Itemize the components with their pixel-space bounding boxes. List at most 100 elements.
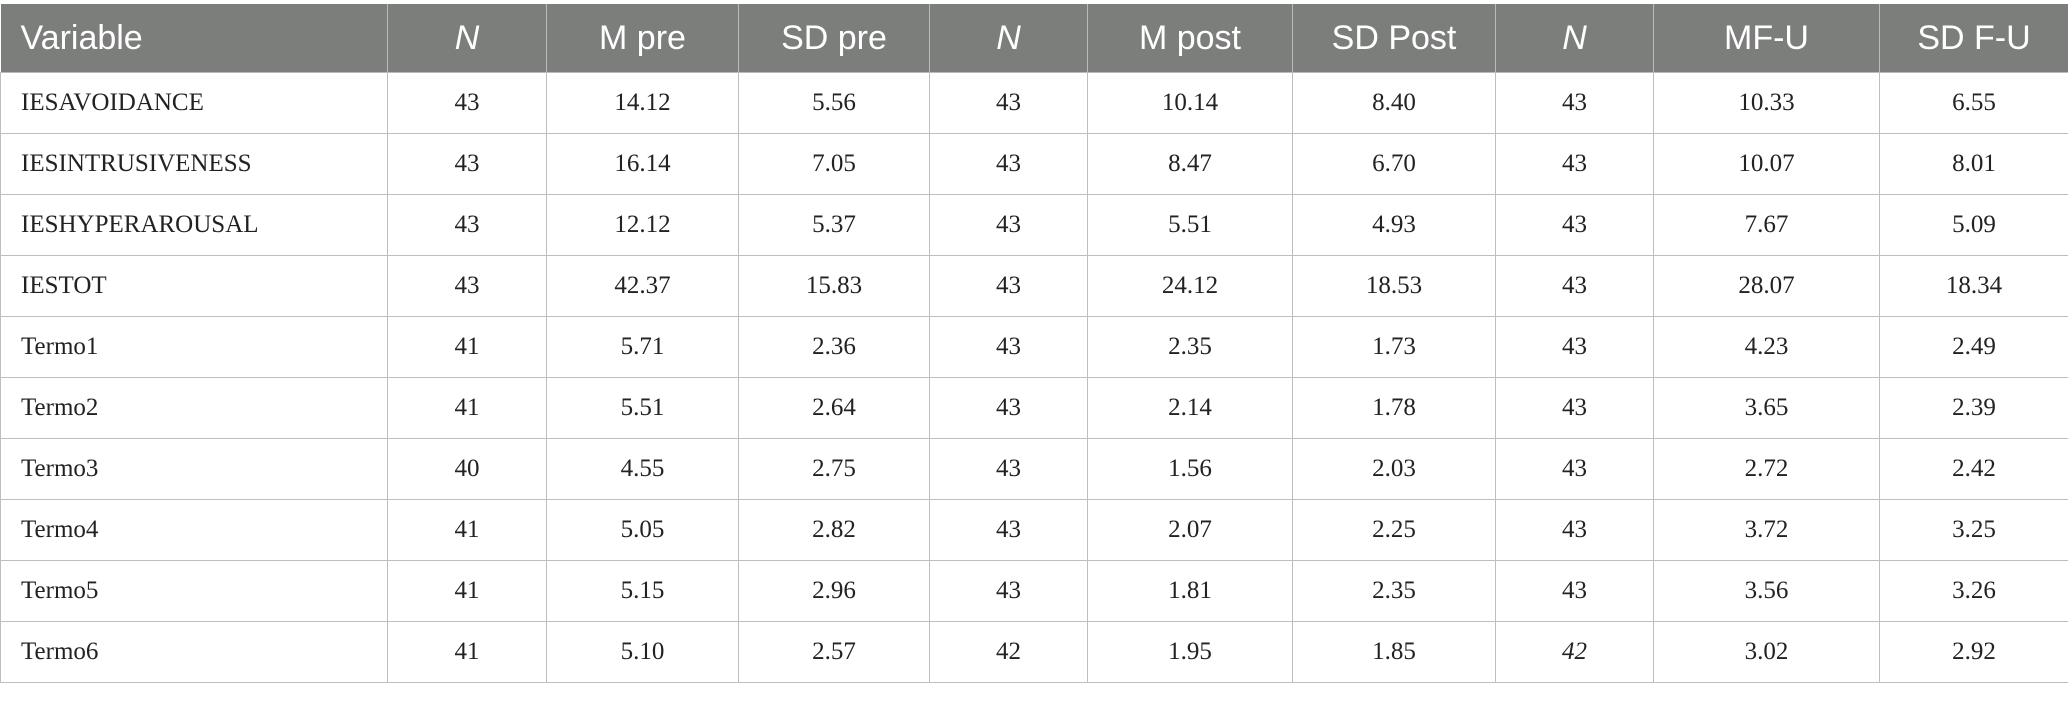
- header-row: Variable N M pre SD pre N M post SD Post…: [0, 4, 2068, 73]
- cell-n-pre: 43: [387, 72, 547, 134]
- cell-sd-pre: 15.83: [738, 255, 930, 317]
- cell-sd-fu: 2.42: [1879, 438, 2068, 500]
- cell-m-post: 2.07: [1087, 499, 1293, 561]
- cell-n-post: 43: [929, 255, 1088, 317]
- cell-m-post: 24.12: [1087, 255, 1293, 317]
- cell-sd-fu: 8.01: [1879, 133, 2068, 195]
- cell-m-post: 2.14: [1087, 377, 1293, 439]
- cell-sd-post: 8.40: [1292, 72, 1496, 134]
- cell-n-post: 43: [929, 377, 1088, 439]
- cell-sd-post: 6.70: [1292, 133, 1496, 195]
- header-n-fu: N: [1495, 4, 1654, 73]
- header-sd-pre: SD pre: [738, 4, 930, 73]
- table-row: IESINTRUSIVENESS 43 16.14 7.05 43 8.47 6…: [0, 133, 2068, 195]
- cell-variable: Termo5: [0, 560, 388, 622]
- cell-n-pre: 41: [387, 316, 547, 378]
- cell-sd-fu: 2.92: [1879, 621, 2068, 683]
- cell-m-pre: 5.05: [546, 499, 739, 561]
- cell-n-post: 42: [929, 621, 1088, 683]
- table-row: Termo5 41 5.15 2.96 43 1.81 2.35 43 3.56…: [0, 560, 2068, 622]
- cell-variable: Termo6: [0, 621, 388, 683]
- header-variable: Variable: [0, 4, 388, 73]
- table-row: Termo6 41 5.10 2.57 42 1.95 1.85 42 3.02…: [0, 621, 2068, 683]
- cell-mf-u: 10.33: [1653, 72, 1880, 134]
- cell-mf-u: 3.65: [1653, 377, 1880, 439]
- cell-n-pre: 41: [387, 377, 547, 439]
- header-n-pre: N: [387, 4, 547, 73]
- cell-m-pre: 5.51: [546, 377, 739, 439]
- table-row: Termo3 40 4.55 2.75 43 1.56 2.03 43 2.72…: [0, 438, 2068, 500]
- cell-mf-u: 10.07: [1653, 133, 1880, 195]
- table-row: IESAVOIDANCE 43 14.12 5.56 43 10.14 8.40…: [0, 72, 2068, 134]
- cell-m-pre: 5.71: [546, 316, 739, 378]
- cell-sd-post: 2.03: [1292, 438, 1496, 500]
- cell-mf-u: 4.23: [1653, 316, 1880, 378]
- cell-mf-u: 3.56: [1653, 560, 1880, 622]
- cell-n-pre: 41: [387, 621, 547, 683]
- cell-sd-pre: 5.37: [738, 194, 930, 256]
- cell-n-post: 43: [929, 72, 1088, 134]
- cell-m-pre: 4.55: [546, 438, 739, 500]
- cell-n-fu: 42: [1495, 621, 1654, 683]
- cell-n-post: 43: [929, 438, 1088, 500]
- cell-m-pre: 5.15: [546, 560, 739, 622]
- cell-n-fu: 43: [1495, 255, 1654, 317]
- cell-m-pre: 14.12: [546, 72, 739, 134]
- table-row: IESTOT 43 42.37 15.83 43 24.12 18.53 43 …: [0, 255, 2068, 317]
- cell-sd-pre: 2.75: [738, 438, 930, 500]
- cell-variable: IESAVOIDANCE: [0, 72, 388, 134]
- cell-n-pre: 40: [387, 438, 547, 500]
- cell-sd-post: 1.85: [1292, 621, 1496, 683]
- table-header: Variable N M pre SD pre N M post SD Post…: [0, 4, 2068, 73]
- cell-sd-post: 1.78: [1292, 377, 1496, 439]
- cell-m-post: 8.47: [1087, 133, 1293, 195]
- cell-sd-fu: 18.34: [1879, 255, 2068, 317]
- table-row: IESHYPERAROUSAL 43 12.12 5.37 43 5.51 4.…: [0, 194, 2068, 256]
- cell-n-pre: 41: [387, 499, 547, 561]
- cell-sd-post: 18.53: [1292, 255, 1496, 317]
- cell-sd-pre: 2.82: [738, 499, 930, 561]
- cell-variable: Termo2: [0, 377, 388, 439]
- cell-sd-pre: 2.57: [738, 621, 930, 683]
- cell-m-post: 2.35: [1087, 316, 1293, 378]
- cell-m-post: 1.56: [1087, 438, 1293, 500]
- cell-variable: IESINTRUSIVENESS: [0, 133, 388, 195]
- results-table: Variable N M pre SD pre N M post SD Post…: [0, 4, 2068, 683]
- cell-n-post: 43: [929, 194, 1088, 256]
- cell-mf-u: 3.02: [1653, 621, 1880, 683]
- header-m-pre: M pre: [546, 4, 739, 73]
- cell-n-pre: 43: [387, 133, 547, 195]
- cell-n-fu: 43: [1495, 499, 1654, 561]
- cell-sd-post: 2.25: [1292, 499, 1496, 561]
- cell-m-post: 10.14: [1087, 72, 1293, 134]
- cell-n-fu: 43: [1495, 194, 1654, 256]
- cell-sd-pre: 2.36: [738, 316, 930, 378]
- table-row: Termo4 41 5.05 2.82 43 2.07 2.25 43 3.72…: [0, 499, 2068, 561]
- table-body: IESAVOIDANCE 43 14.12 5.56 43 10.14 8.40…: [0, 72, 2068, 683]
- cell-sd-fu: 3.26: [1879, 560, 2068, 622]
- cell-variable: IESTOT: [0, 255, 388, 317]
- cell-m-post: 5.51: [1087, 194, 1293, 256]
- cell-n-post: 43: [929, 499, 1088, 561]
- cell-sd-fu: 6.55: [1879, 72, 2068, 134]
- header-m-post: M post: [1087, 4, 1293, 73]
- cell-m-pre: 12.12: [546, 194, 739, 256]
- cell-n-fu: 43: [1495, 438, 1654, 500]
- cell-m-pre: 42.37: [546, 255, 739, 317]
- cell-m-post: 1.81: [1087, 560, 1293, 622]
- cell-n-post: 43: [929, 560, 1088, 622]
- cell-mf-u: 28.07: [1653, 255, 1880, 317]
- cell-n-fu: 43: [1495, 560, 1654, 622]
- cell-n-pre: 43: [387, 194, 547, 256]
- cell-n-fu: 43: [1495, 377, 1654, 439]
- cell-sd-pre: 7.05: [738, 133, 930, 195]
- cell-sd-post: 2.35: [1292, 560, 1496, 622]
- cell-sd-post: 4.93: [1292, 194, 1496, 256]
- cell-variable: IESHYPERAROUSAL: [0, 194, 388, 256]
- cell-mf-u: 7.67: [1653, 194, 1880, 256]
- cell-sd-post: 1.73: [1292, 316, 1496, 378]
- cell-variable: Termo3: [0, 438, 388, 500]
- cell-n-fu: 43: [1495, 133, 1654, 195]
- table-row: Termo2 41 5.51 2.64 43 2.14 1.78 43 3.65…: [0, 377, 2068, 439]
- cell-variable: Termo1: [0, 316, 388, 378]
